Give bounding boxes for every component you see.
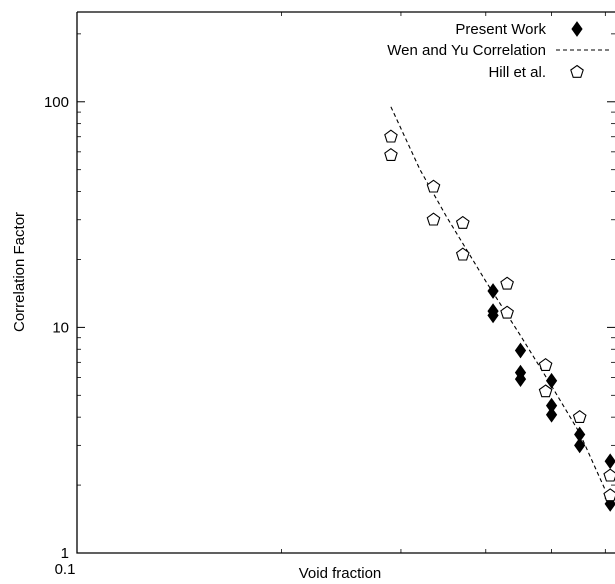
data-point-hill — [426, 179, 441, 193]
y-tick-label: 100 — [44, 94, 69, 111]
data-point-present-work — [545, 372, 558, 389]
x-tick-label: 0.1 — [55, 561, 76, 578]
plot-frame — [76, 11, 615, 554]
series-layer — [384, 106, 615, 512]
series-line-wen-and-yu — [390, 106, 606, 491]
legend-label: Wen and Yu Correlation — [387, 42, 546, 59]
data-point-hill — [538, 358, 553, 371]
y-tick-label: 1 — [61, 545, 69, 562]
data-point-hill — [603, 488, 615, 502]
legend: Present Work Wen and Yu Correlation Hill e… — [387, 21, 612, 81]
data-point-hill — [538, 384, 553, 398]
data-point-present-work — [514, 342, 527, 359]
data-point-hill — [426, 212, 441, 226]
legend-label: Hill et al. — [488, 64, 546, 81]
legend-swatch-diamond — [571, 21, 583, 37]
data-point-present-work — [487, 307, 499, 324]
y-tick-label: 10 — [52, 319, 69, 336]
axis-ticks: 1 10 100 0.1 — [44, 12, 615, 578]
data-point-present-work — [604, 453, 615, 470]
data-point-present-work — [487, 283, 499, 299]
data-point-hill — [455, 215, 470, 229]
plot-border — [76, 11, 615, 554]
data-point-hill — [455, 247, 470, 261]
data-point-present-work — [545, 406, 558, 423]
legend-label: Present Work — [455, 21, 546, 38]
data-point-present-work — [574, 437, 586, 454]
y-axis-label: Correlation Factor — [11, 212, 28, 332]
x-axis-label: Void fraction — [299, 565, 382, 582]
data-point-hill — [500, 305, 514, 319]
data-point-hill — [384, 129, 398, 143]
data-point-hill — [500, 276, 514, 290]
data-point-hill — [572, 410, 587, 423]
legend-swatch-pentagon — [570, 64, 584, 78]
data-point-present-work — [514, 371, 527, 387]
data-point-hill — [603, 468, 615, 482]
data-point-hill — [384, 148, 398, 161]
